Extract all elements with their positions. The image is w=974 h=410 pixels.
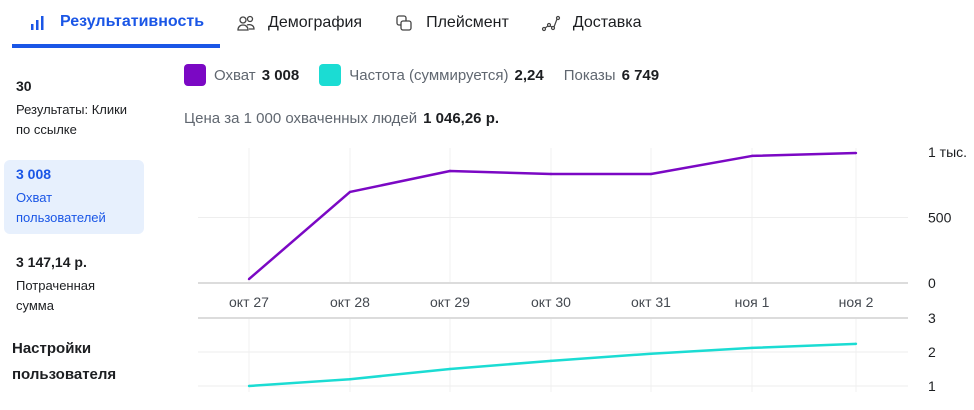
metric-value: 30 [16,78,32,94]
chart-legend: Охват 3 008 Частота (суммируется) 2,24 П… [184,64,679,86]
tab-label: Результативность [60,13,205,30]
frequency-swatch[interactable] [319,64,342,86]
reach-label: Охват [214,66,256,84]
delivery-icon [541,15,560,32]
reach-value: 3 008 [261,66,300,84]
frequency-line [248,342,857,388]
x-tick-label: ноя 2 [839,294,874,310]
frequency-value: 2,24 [514,66,544,84]
metric-value: 3 147,14 р. [16,254,87,270]
y-tick-label: 1 [928,378,936,394]
people-icon [237,15,255,31]
cost-per-1000: Цена за 1 000 охваченных людей 1 046,26 р… [184,110,499,127]
tab-label: Плейсмент [426,14,509,31]
impressions-value: 6 749 [621,66,660,84]
y-tick-label: 3 [928,310,936,326]
data-point [750,154,754,158]
metric-value: 3 008 [16,166,52,182]
tab-placement[interactable]: Плейсмент [378,0,525,46]
bar-chart-icon [31,16,44,30]
metric-label: Результаты: Клики по ссылке [16,102,128,137]
tab-delivery[interactable]: Доставка [525,0,658,46]
data-point [348,378,352,381]
data-point [854,342,858,346]
metric-reach[interactable]: 3 008 Охват пользователей [4,160,144,234]
y-tick-label: 1 тыс. [928,144,967,160]
data-point [448,169,452,173]
data-point [549,359,553,363]
cost-value: 1 046,26 р. [423,110,500,127]
y-tick-label: 0 [928,275,936,291]
x-tick-label: окт 28 [330,294,370,310]
metric-label: Потраченная сумма [16,278,96,313]
metric-spent[interactable]: 3 147,14 р. Потраченная сумма [4,248,144,322]
cost-label: Цена за 1 000 охваченных людей [184,110,418,127]
metric-label: Охват пользователей [16,190,106,225]
x-tick-label: окт 27 [229,294,269,310]
data-point [750,346,754,350]
tab-demographics[interactable]: Демография [220,0,378,46]
data-point [549,172,553,176]
data-point [448,367,452,371]
impressions-label: Показы [563,66,616,84]
y-tick-label: 500 [928,210,952,226]
placement-icon [396,15,412,31]
user-settings-heading: Настройки пользователя [12,340,117,383]
tab-performance[interactable]: Результативность [12,0,221,48]
tab-bar: Результативность Демография Плейсмент До… [12,0,658,48]
data-point [348,190,352,194]
tab-label: Демография [268,14,363,31]
tab-label: Доставка [572,14,642,31]
x-tick-label: окт 30 [531,294,571,310]
x-tick-label: ноя 1 [735,294,770,310]
data-point [247,384,251,388]
data-point [247,277,251,281]
x-tick-label: окт 29 [430,294,470,310]
data-point [649,172,653,176]
reach-swatch[interactable] [184,64,206,86]
reach-line [248,151,857,281]
y-tick-label: 2 [928,344,936,360]
x-tick-label: окт 31 [631,294,671,310]
frequency-label: Частота (суммируется) [349,66,509,84]
data-point [854,151,858,155]
metric-results[interactable]: 30 Результаты: Клики по ссылке [4,72,144,146]
metrics-sidebar: 30 Результаты: Клики по ссылке 3 008 Охв… [0,72,148,388]
data-point [649,352,653,355]
